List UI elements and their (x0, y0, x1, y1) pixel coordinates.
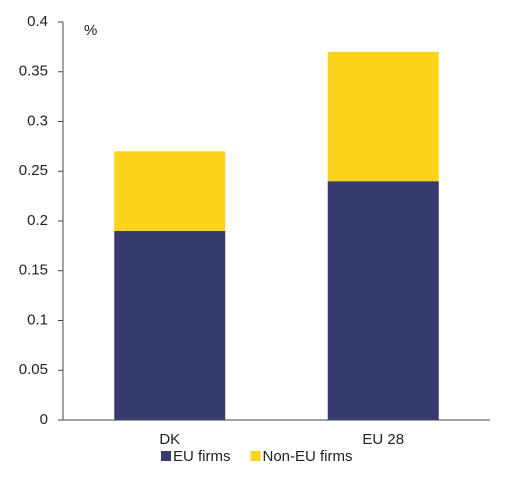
x-tick-label: EU 28 (362, 431, 404, 448)
legend-label: Non-EU firms (263, 448, 353, 465)
bar-segment (327, 181, 439, 420)
y-axis-label: % (84, 22, 97, 39)
y-tick-label: 0.3 (27, 112, 48, 129)
y-tick-label: 0.35 (19, 63, 48, 80)
y-tick-label: 0.2 (27, 212, 48, 229)
x-tick-label: DK (159, 431, 180, 448)
y-tick-label: 0.25 (19, 162, 48, 179)
legend-label: EU firms (173, 448, 231, 465)
bar-segment (327, 51, 439, 182)
y-tick-label: 0 (40, 411, 48, 428)
y-tick-label: 0.15 (19, 262, 48, 279)
y-tick-label: 0.4 (27, 13, 48, 30)
y-tick-label: 0.1 (27, 311, 48, 328)
bar-segment (114, 151, 226, 231)
bar-segment (114, 230, 226, 420)
y-tick-label: 0.05 (19, 361, 48, 378)
legend-swatch (161, 451, 171, 461)
legend-swatch (250, 451, 261, 461)
